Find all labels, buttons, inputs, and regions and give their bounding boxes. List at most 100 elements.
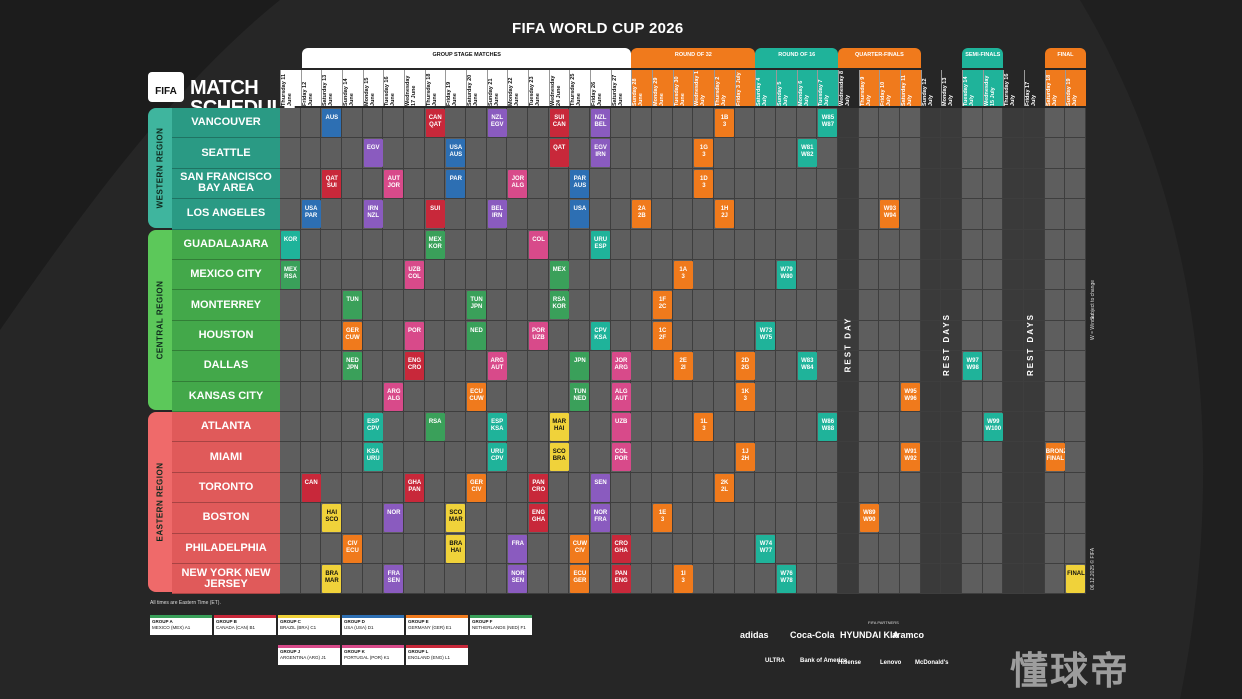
match-card[interactable]: FRA [508,534,528,563]
match-card[interactable]: CAN QAT [425,109,445,137]
match-card[interactable]: URU ESP [591,230,611,259]
match-card[interactable]: 1H 2J [715,200,735,229]
match-card[interactable]: W76 W78 [777,565,797,593]
match-card[interactable]: 1F 2C [653,291,673,320]
match-card[interactable]: USA [570,200,590,229]
match-card[interactable]: CIV ECU [343,534,362,563]
match-card[interactable]: PAR AUS [570,169,590,198]
match-card[interactable]: W74 W77 [756,534,776,563]
match-card[interactable]: JOR ALG [508,169,528,198]
match-card[interactable]: 1B 3 [715,109,735,137]
match-card[interactable]: 2D 2G [735,352,755,381]
match-card[interactable]: USA AUS [446,139,466,168]
match-card[interactable]: MEX RSA [281,261,300,289]
match-card[interactable]: 1G 3 [694,139,714,168]
match-card[interactable]: AUS [322,109,342,137]
match-card[interactable]: 2E 2I [673,352,693,381]
match-card[interactable]: W99 W100 [983,413,1003,441]
match-card[interactable]: W73 W75 [756,321,776,350]
match-card[interactable]: BRA MAR [322,565,342,593]
match-card[interactable]: BRA HAI [446,534,466,563]
match-card[interactable]: 1A 3 [673,261,693,289]
match-card[interactable]: SUI CAN [549,109,569,137]
match-card[interactable]: EGV [363,139,383,168]
match-card[interactable]: ALG AUT [611,382,631,411]
match-card[interactable]: JOR ARG [611,352,631,381]
match-card[interactable]: SEN [591,473,611,502]
match-card[interactable]: ECU CUW [467,382,487,411]
match-card[interactable]: KSA URU [363,443,383,472]
match-card[interactable]: USA PAR [301,200,321,229]
match-card[interactable]: ARG ALG [384,382,404,411]
match-card[interactable]: GER CIV [467,473,487,502]
match-card[interactable]: PAR [446,169,466,198]
match-card[interactable]: 1I 3 [673,565,693,593]
match-card[interactable]: TUN JPN [467,291,487,320]
match-card[interactable]: W81 W82 [797,139,817,168]
match-card[interactable]: KOR [281,230,300,259]
match-card[interactable]: MEX KOR [425,230,445,259]
match-card[interactable]: AUT JOR [384,169,404,198]
match-card[interactable]: NZL BEL [591,109,611,137]
match-card[interactable]: FINAL [1066,565,1086,593]
match-card[interactable]: QAT SUI [322,169,342,198]
match-card[interactable]: ENG GHA [529,504,549,533]
match-card[interactable]: W86 W88 [818,413,838,441]
match-card[interactable]: W93 W94 [880,200,900,229]
match-card[interactable]: PAN ENG [611,565,631,593]
match-card[interactable]: COL [529,230,549,259]
match-card[interactable]: QAT [549,139,569,168]
match-card[interactable]: W95 W96 [901,382,921,411]
match-card[interactable]: W91 W92 [901,443,921,472]
match-card[interactable]: CAN [301,473,321,502]
match-card[interactable]: ENG CRO [405,352,425,381]
match-card[interactable]: NOR SEN [508,565,528,593]
match-card[interactable]: PAN CRO [529,473,549,502]
match-card[interactable]: UZB [611,413,631,441]
match-card[interactable]: URU CPV [487,443,507,472]
match-card[interactable]: SCO BRA [549,443,569,472]
match-card[interactable]: POR UZB [529,321,549,350]
match-card[interactable]: TUN NED [570,382,590,411]
match-card[interactable]: NZL EGV [487,109,507,137]
match-card[interactable]: NOR FRA [591,504,611,533]
match-card[interactable]: 1J 2H [735,443,755,472]
match-card[interactable]: NED JPN [343,352,362,381]
match-card[interactable]: MEX [549,261,569,289]
match-card[interactable]: UZB COL [405,261,425,289]
match-card[interactable]: NED [467,321,487,350]
match-card[interactable]: FRA SEN [384,565,404,593]
match-card[interactable]: 1E 3 [653,504,673,533]
match-card[interactable]: BRONZEFINAL [1045,443,1065,472]
match-card[interactable]: POR [405,321,425,350]
match-card[interactable]: RSA KOR [549,291,569,320]
match-card[interactable]: W89 W90 [859,504,879,533]
match-card[interactable]: MAR HAI [549,413,569,441]
match-card[interactable]: CPV KSA [591,321,611,350]
match-card[interactable]: GHA PAN [405,473,425,502]
match-card[interactable]: 2A 2B [632,200,652,229]
match-card[interactable]: HAI SCO [322,504,342,533]
match-card[interactable]: 1L 3 [694,413,714,441]
match-card[interactable]: TUN [343,291,362,320]
match-card[interactable]: ESP CPV [363,413,383,441]
match-card[interactable]: CUW CIV [570,534,590,563]
match-card[interactable]: NOR [384,504,404,533]
match-card[interactable]: ECU GER [570,565,590,593]
match-card[interactable]: GER CUW [343,321,362,350]
match-card[interactable]: W85 W87 [818,109,838,137]
match-card[interactable]: ESP KSA [487,413,507,441]
match-card[interactable]: 1K 3 [735,382,755,411]
match-card[interactable]: RSA [425,413,445,441]
match-card[interactable]: W79 W80 [777,261,797,289]
match-card[interactable]: BEL IRN [487,200,507,229]
match-card[interactable]: 1C 2F [653,321,673,350]
match-card[interactable]: COL POR [611,443,631,472]
match-card[interactable]: W83 W84 [797,352,817,381]
match-card[interactable]: SUI [425,200,445,229]
match-card[interactable]: EGV IRN [591,139,611,168]
match-card[interactable]: 2K 2L [715,473,735,502]
match-card[interactable]: JPN [570,352,590,381]
match-card[interactable]: SCO MAR [446,504,466,533]
match-card[interactable]: IRN NZL [363,200,383,229]
